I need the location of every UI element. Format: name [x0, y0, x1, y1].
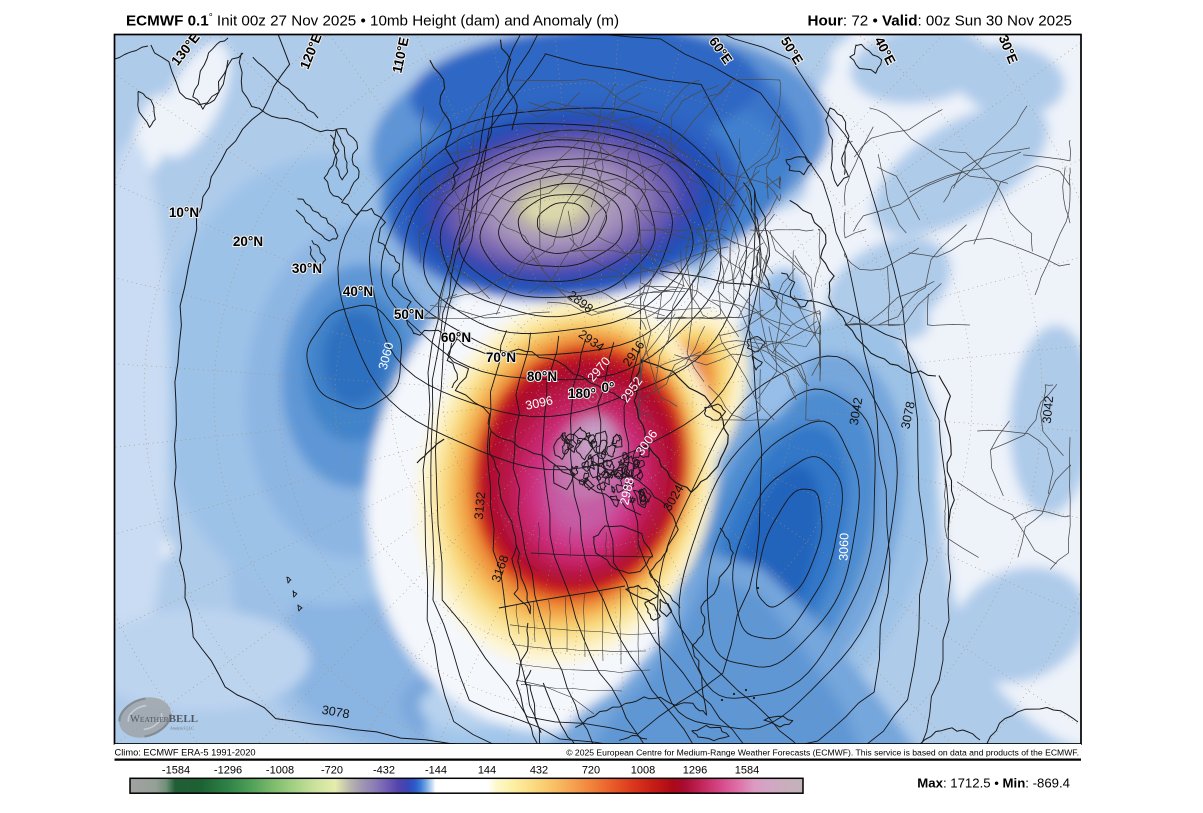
svg-text:3096: 3096 [524, 393, 554, 412]
svg-text:180°: 180° [568, 386, 596, 401]
svg-text:50°N: 50°N [394, 307, 424, 322]
svg-text:-1008: -1008 [266, 765, 294, 777]
svg-text:20°N: 20°N [233, 234, 263, 249]
svg-text:40°N: 40°N [343, 284, 373, 299]
svg-text:Max: 1712.5 • Min: -869.4: Max: 1712.5 • Min: -869.4 [917, 776, 1070, 791]
svg-text:2988: 2988 [617, 476, 636, 506]
svg-text:3042: 3042 [1040, 395, 1056, 424]
svg-text:80°N: 80°N [527, 369, 557, 384]
svg-text:© 2025 European Centre for Med: © 2025 European Centre for Medium-Range … [566, 748, 1079, 758]
svg-text:Climo: ECMWF ERA-5 1991-2020: Climo: ECMWF ERA-5 1991-2020 [115, 748, 256, 758]
svg-text:Hour: 72 • Valid: 00z Sun 30: Hour: 72 • Valid: 00z Sun 30 Nov 2025 [807, 13, 1072, 30]
svg-text:-432: -432 [373, 765, 395, 777]
svg-text:720: 720 [582, 765, 600, 777]
svg-text:3132: 3132 [472, 491, 488, 520]
svg-text:ECMWF 0.1° Init 00z 27 Nov 202: ECMWF 0.1° Init 00z 27 Nov 2025 • 10mb H… [126, 13, 619, 30]
svg-text:-720: -720 [321, 765, 343, 777]
svg-text:432: 432 [530, 765, 548, 777]
svg-text:Analytics LLC: Analytics LLC [170, 726, 194, 731]
svg-text:1008: 1008 [631, 765, 655, 777]
svg-text:-1584: -1584 [162, 765, 190, 777]
svg-text:3078: 3078 [898, 400, 917, 430]
svg-text:70°N: 70°N [486, 350, 516, 365]
svg-text:-144: -144 [425, 765, 447, 777]
svg-text:-1296: -1296 [214, 765, 242, 777]
svg-text:1296: 1296 [683, 765, 707, 777]
svg-text:WEATHERBELL: WEATHERBELL [130, 713, 198, 725]
svg-text:10°N: 10°N [169, 205, 199, 220]
svg-text:30°N: 30°N [292, 261, 322, 276]
svg-text:144: 144 [478, 765, 496, 777]
svg-text:3060: 3060 [837, 533, 852, 561]
svg-text:3042: 3042 [847, 396, 866, 426]
svg-text:3060: 3060 [376, 341, 397, 372]
svg-text:3078: 3078 [321, 703, 351, 722]
svg-text:0°: 0° [602, 380, 615, 395]
svg-text:60°N: 60°N [441, 330, 471, 345]
svg-text:1584: 1584 [735, 765, 759, 777]
